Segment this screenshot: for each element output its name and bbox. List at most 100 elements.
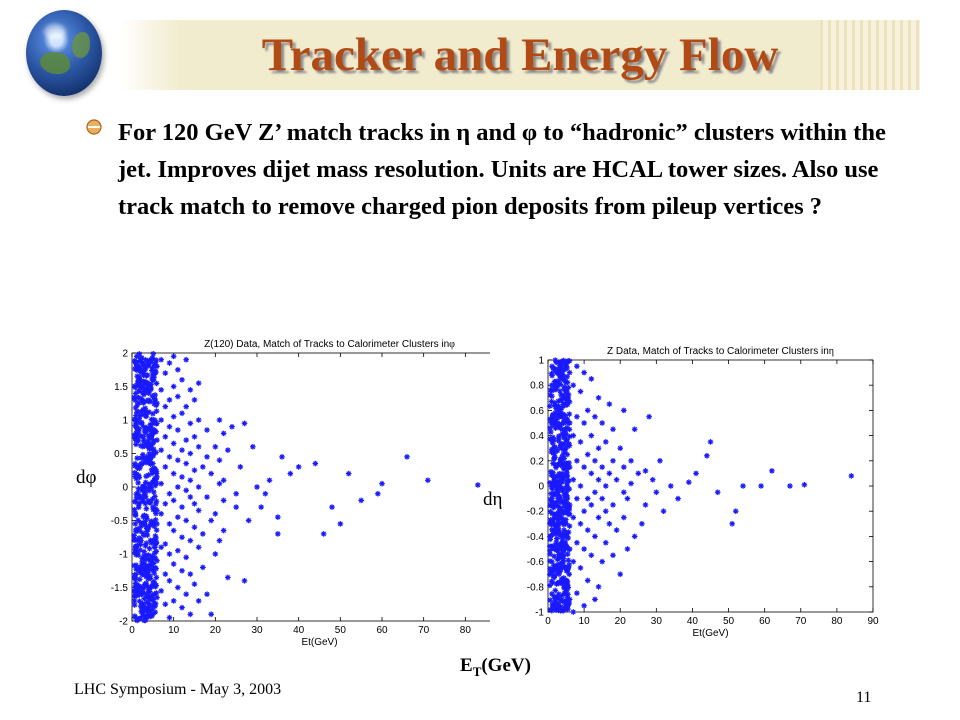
y-tick-label: -0.8 xyxy=(527,582,545,593)
data-point xyxy=(595,514,602,521)
data-point xyxy=(570,432,577,439)
data-point xyxy=(549,591,555,597)
y-tick-label: 0 xyxy=(122,483,128,494)
data-point xyxy=(588,470,595,477)
data-point xyxy=(191,433,198,440)
data-point xyxy=(237,464,244,470)
data-point xyxy=(175,427,181,433)
data-point xyxy=(337,521,344,527)
data-point xyxy=(183,356,189,363)
data-point xyxy=(621,514,627,521)
data-point xyxy=(195,444,202,450)
data-point xyxy=(549,415,555,422)
data-point xyxy=(581,464,587,470)
data-point xyxy=(564,373,570,380)
data-point xyxy=(134,402,141,408)
data-point xyxy=(150,611,156,618)
data-point xyxy=(152,367,159,374)
data-point xyxy=(592,533,598,540)
data-point xyxy=(138,460,144,467)
dphi-scatter-plot: Z(120) Data, Match of Tracks to Calorime… xyxy=(111,339,490,648)
data-point xyxy=(150,578,157,585)
data-point xyxy=(162,571,169,577)
data-series xyxy=(131,350,481,624)
y-tick-label: 1.5 xyxy=(114,382,128,393)
x-tick-label: 30 xyxy=(251,625,263,636)
data-point xyxy=(154,363,160,370)
data-point xyxy=(166,578,173,584)
data-point xyxy=(153,380,160,387)
data-point xyxy=(144,372,151,378)
data-point xyxy=(562,412,569,419)
data-point xyxy=(140,423,147,430)
data-point xyxy=(183,554,189,561)
data-point xyxy=(158,447,164,453)
data-point xyxy=(561,465,567,472)
data-point xyxy=(153,449,159,456)
data-point xyxy=(152,555,159,561)
data-point xyxy=(624,495,631,502)
data-point xyxy=(547,536,554,543)
data-point xyxy=(212,444,219,450)
data-point xyxy=(150,377,156,383)
data-point xyxy=(225,574,231,581)
data-point xyxy=(142,500,149,507)
data-point xyxy=(220,527,227,534)
data-point xyxy=(563,445,569,451)
data-point xyxy=(584,577,591,584)
data-point xyxy=(563,533,569,540)
data-point xyxy=(379,480,385,487)
data-point xyxy=(686,479,692,486)
data-point xyxy=(136,366,143,373)
data-point xyxy=(617,445,624,451)
y-tick-label: -2 xyxy=(119,617,128,628)
data-point xyxy=(560,547,567,554)
data-point xyxy=(131,602,138,608)
data-point xyxy=(158,387,164,393)
data-point xyxy=(179,534,185,541)
y-tick-label: 0.8 xyxy=(530,381,544,392)
data-point xyxy=(166,521,173,527)
data-point xyxy=(559,371,566,378)
data-point xyxy=(606,470,613,477)
data-point xyxy=(566,369,573,376)
data-point xyxy=(195,507,202,514)
data-point xyxy=(553,539,560,545)
data-point xyxy=(564,389,570,395)
data-point xyxy=(639,521,645,527)
data-point xyxy=(610,458,616,464)
data-point xyxy=(170,497,177,504)
bullet-icon xyxy=(86,119,102,135)
data-point xyxy=(556,433,562,439)
data-point xyxy=(147,385,154,391)
data-point xyxy=(613,476,620,483)
data-point xyxy=(649,476,656,483)
x-tick-label: 60 xyxy=(376,625,388,636)
chart-title-symbol: φ xyxy=(449,339,455,350)
data-point xyxy=(187,494,194,500)
data-point xyxy=(547,479,553,486)
title-stripes xyxy=(820,20,920,90)
data-point xyxy=(558,391,564,398)
data-point xyxy=(563,395,569,401)
data-point xyxy=(547,520,553,527)
chart-title: Z(120) Data, Match of Tracks to Calorime… xyxy=(204,339,455,350)
data-point xyxy=(617,571,624,577)
data-point xyxy=(135,429,142,435)
data-point xyxy=(621,489,627,496)
y-tick-label: -0.2 xyxy=(527,507,545,518)
data-point xyxy=(133,491,140,497)
data-point xyxy=(729,521,735,527)
data-point xyxy=(563,529,570,536)
data-point xyxy=(566,546,573,552)
data-point xyxy=(657,458,663,464)
data-point xyxy=(574,458,580,464)
data-point xyxy=(150,350,157,357)
data-point xyxy=(136,465,143,472)
data-point xyxy=(588,376,595,382)
data-point xyxy=(162,464,169,470)
y-tick-label: -0.5 xyxy=(111,516,129,527)
data-point xyxy=(312,460,319,467)
data-point xyxy=(250,444,256,450)
data-point xyxy=(554,489,561,496)
